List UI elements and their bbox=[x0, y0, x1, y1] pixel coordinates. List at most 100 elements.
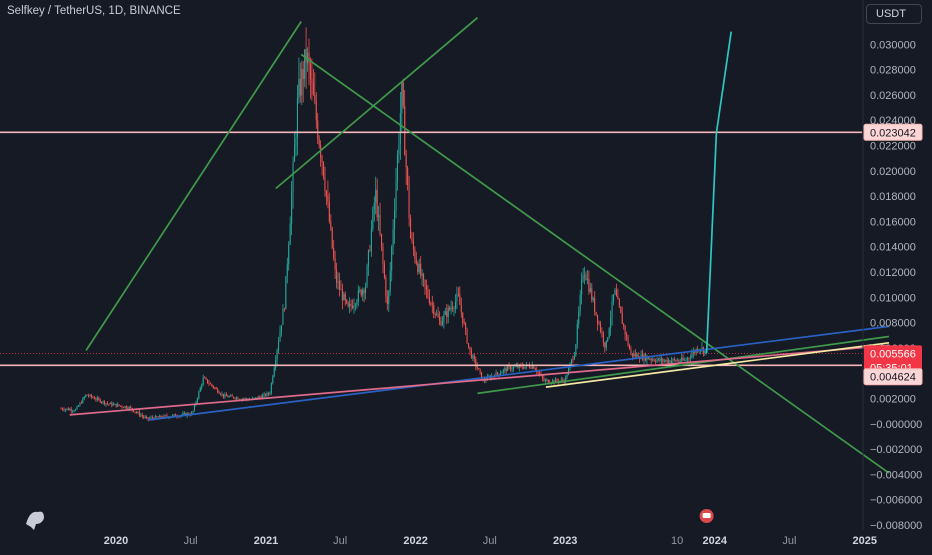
candle-body bbox=[485, 380, 487, 382]
candle-body bbox=[588, 279, 590, 292]
candle-body bbox=[146, 417, 148, 418]
candle-body bbox=[585, 274, 587, 280]
candle-body bbox=[359, 289, 361, 291]
candle-body bbox=[344, 293, 346, 300]
candle-body bbox=[581, 279, 583, 295]
candle-body bbox=[618, 299, 620, 307]
candle-body bbox=[436, 313, 438, 315]
level-top-tag-bg bbox=[863, 123, 923, 141]
candle-body bbox=[118, 404, 120, 406]
candle-body bbox=[301, 69, 303, 96]
blue-trendline[interactable] bbox=[148, 325, 890, 421]
candle-body bbox=[647, 356, 649, 360]
candle-body bbox=[363, 290, 365, 293]
candle-body bbox=[636, 354, 638, 357]
time-axis: 2020 Jul 2021 Jul 2022 Jul 2023 10 2024 Jul 2025 bbox=[104, 535, 877, 547]
candle-body bbox=[105, 403, 107, 405]
candle-body bbox=[101, 402, 103, 403]
candle-body bbox=[302, 69, 304, 79]
candle-body bbox=[338, 281, 340, 290]
candle-body bbox=[354, 304, 356, 306]
candle-body bbox=[85, 394, 87, 397]
candle-body bbox=[547, 379, 549, 383]
candle-body bbox=[96, 398, 98, 400]
candle-body bbox=[198, 391, 200, 399]
candle-body bbox=[141, 415, 143, 417]
candle-body bbox=[225, 394, 227, 397]
candle-body bbox=[614, 289, 616, 295]
green-trendline[interactable] bbox=[85, 21, 302, 351]
candle-body bbox=[230, 395, 232, 397]
candle-body bbox=[278, 341, 280, 350]
cyan-trendline[interactable] bbox=[705, 31, 733, 354]
candle-body bbox=[218, 392, 220, 394]
candle-body bbox=[481, 372, 483, 379]
candle-body bbox=[366, 266, 368, 287]
candle-body bbox=[66, 408, 68, 410]
candle-body bbox=[637, 354, 639, 359]
candle-body bbox=[175, 414, 177, 417]
candle-body bbox=[64, 409, 66, 411]
candle-body bbox=[343, 293, 345, 301]
candle-body bbox=[689, 357, 691, 359]
icons bbox=[26, 509, 714, 530]
candle-body bbox=[341, 289, 343, 301]
candle-body bbox=[457, 294, 459, 295]
candle-body bbox=[524, 366, 526, 369]
candle-body bbox=[372, 208, 374, 229]
candle-body bbox=[279, 331, 281, 342]
candle-body bbox=[243, 398, 245, 400]
candle-body bbox=[391, 247, 393, 271]
candle-body bbox=[154, 416, 156, 420]
candle-body bbox=[656, 359, 658, 362]
green-trendline[interactable] bbox=[477, 335, 890, 395]
candle-body bbox=[679, 361, 681, 362]
candle-body bbox=[417, 263, 419, 272]
dino-logo-icon[interactable] bbox=[26, 511, 44, 530]
candle-body bbox=[465, 323, 467, 330]
candle-body bbox=[599, 323, 601, 332]
candle-body bbox=[539, 372, 541, 375]
candle-body bbox=[137, 412, 139, 413]
candle-body bbox=[92, 397, 94, 398]
candle-body bbox=[479, 369, 481, 373]
candle-body bbox=[407, 167, 409, 186]
candle-body bbox=[553, 380, 555, 383]
candle-body bbox=[150, 417, 152, 419]
candle-body bbox=[570, 359, 572, 364]
candle-body bbox=[611, 300, 613, 318]
candle-body bbox=[199, 387, 201, 392]
candle-body bbox=[382, 246, 384, 264]
candle-body bbox=[233, 396, 235, 399]
candle-body bbox=[528, 365, 530, 368]
candle-body bbox=[675, 359, 677, 361]
currency-button[interactable]: USDT bbox=[866, 4, 922, 24]
candle-body bbox=[678, 360, 680, 362]
candle-body bbox=[602, 333, 604, 343]
candle-body bbox=[418, 263, 420, 272]
pink-trendline[interactable] bbox=[69, 344, 890, 416]
candle-body bbox=[83, 397, 85, 399]
green-trendline[interactable] bbox=[300, 53, 890, 474]
candle-body bbox=[307, 52, 309, 63]
price-tick-label: 0.010000 bbox=[870, 292, 916, 304]
candle-body bbox=[428, 296, 430, 303]
candle-body bbox=[294, 145, 296, 162]
candle-body bbox=[507, 366, 509, 372]
candle-body bbox=[491, 376, 493, 379]
candle-body bbox=[514, 366, 516, 368]
candle-body bbox=[623, 323, 625, 327]
candle-body bbox=[388, 291, 390, 304]
candle-body bbox=[660, 358, 662, 361]
candle-body bbox=[621, 313, 623, 324]
yellow-trendline[interactable] bbox=[545, 341, 890, 388]
candle-body bbox=[579, 294, 581, 312]
candle-body bbox=[560, 379, 562, 381]
green-trendline[interactable] bbox=[275, 17, 479, 190]
candle-body bbox=[352, 305, 354, 308]
candle-body bbox=[334, 258, 336, 270]
candle-body bbox=[375, 189, 377, 203]
